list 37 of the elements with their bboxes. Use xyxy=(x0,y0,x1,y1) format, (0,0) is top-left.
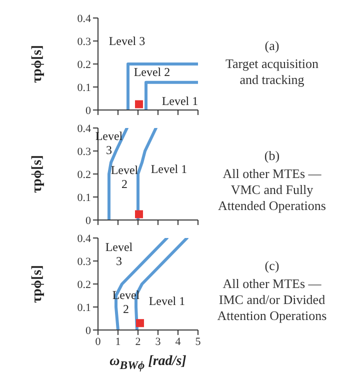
y-tick-label: 0.4 xyxy=(77,232,92,245)
y-axis-title: τpϕ[s] xyxy=(30,155,45,193)
annotation: Level 1 xyxy=(160,94,200,108)
x-tick-label: 1 xyxy=(115,336,121,348)
x-tick-label: 3 xyxy=(155,336,162,348)
y-tick-label: 0.4 xyxy=(77,12,92,25)
text: (b) xyxy=(263,148,281,164)
text: All other MTEs — VMC and Fully Attended Operations xyxy=(217,166,327,214)
y-tick-label: 0.2 xyxy=(77,168,91,181)
y-tick-label: 0 xyxy=(86,214,92,227)
x-tick-label: 4 xyxy=(175,336,182,348)
x-tick-label: 0 xyxy=(95,336,102,348)
text: Target acquisition and tracking xyxy=(224,56,320,88)
y-tick-label: 0.3 xyxy=(77,146,92,158)
y-axis-title: τpϕ[s] xyxy=(30,265,45,303)
y-tick-label: 0.1 xyxy=(77,192,91,204)
annotation: Level 2 xyxy=(132,65,172,80)
y-tick-label: 0.2 xyxy=(77,278,91,291)
x-axis-title: ω$_{BWϕ}$ [rad/s] xyxy=(108,354,188,372)
annotation: Level 3 xyxy=(108,34,146,48)
x-tick-label: 5 xyxy=(195,336,202,348)
y-tick-label: 0 xyxy=(86,104,92,117)
x-tick-label: 2 xyxy=(135,336,141,348)
annotation: Level 1 xyxy=(148,294,186,308)
annotation: Level 3 xyxy=(105,240,133,268)
y-tick-label: 0 xyxy=(86,324,92,337)
y-tick-label: 0.1 xyxy=(77,302,91,314)
text: All other MTEs — IMC and/or Divided Attention Operations xyxy=(216,276,328,324)
text: (a) xyxy=(264,38,280,54)
y-tick-label: 0.3 xyxy=(77,256,92,268)
y-tick-label: 0.2 xyxy=(77,58,91,71)
text: (c) xyxy=(264,258,280,274)
y-tick-label: 0.1 xyxy=(77,82,91,94)
y-tick-label: 0.3 xyxy=(77,36,92,48)
y-axis-title: τpϕ[s] xyxy=(30,45,45,83)
annotation: Level 1 xyxy=(150,162,188,176)
y-tick-label: 0.4 xyxy=(77,122,92,135)
